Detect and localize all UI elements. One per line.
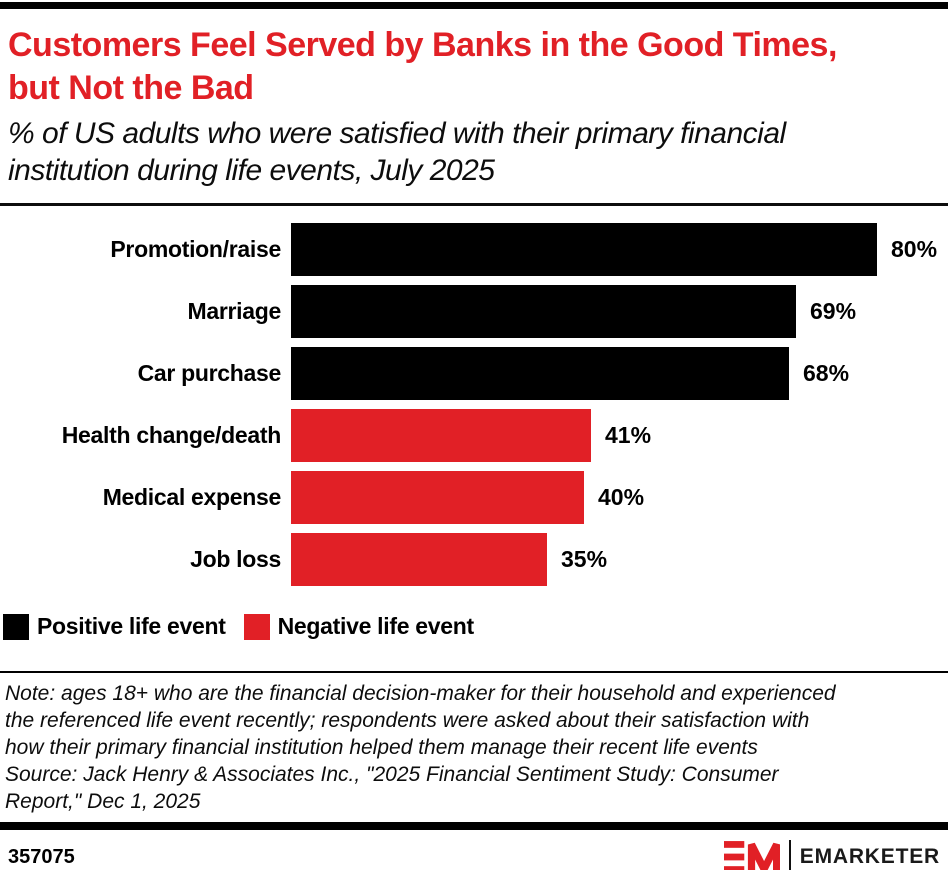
legend-label: Negative life event	[277, 613, 475, 640]
legend-item-positive: Positive life event	[3, 613, 226, 640]
bar-job-loss	[291, 533, 547, 587]
bar-health-change-death	[291, 409, 591, 463]
bar-marriage	[291, 285, 796, 339]
em-logo-icon	[723, 841, 780, 870]
bottom-accent-bar	[0, 822, 948, 831]
value-label: 69%	[810, 298, 857, 325]
chart-footer: 357075 EMARKETER	[0, 830, 948, 870]
chart-legend: Positive life event Negative life event	[3, 613, 948, 640]
value-label: 35%	[561, 546, 608, 573]
chart-header: Customers Feel Served by Banks in the Go…	[0, 9, 948, 189]
note-divider	[0, 671, 948, 674]
header-divider	[0, 203, 948, 207]
chart-row: Medical expense 40%	[0, 471, 948, 525]
top-accent-bar	[0, 2, 948, 9]
category-label: Marriage	[187, 298, 282, 325]
value-label: 68%	[803, 360, 850, 387]
negative-legend-swatch-icon	[243, 613, 270, 640]
logo-divider	[788, 840, 791, 870]
source-line: Report," Dec 1, 2025	[5, 790, 201, 814]
bar-promotion-raise	[291, 223, 877, 277]
emarketer-logo: EMARKETER	[723, 839, 940, 870]
positive-legend-swatch-icon	[3, 613, 29, 640]
note-line: how their primary financial institution …	[5, 736, 758, 760]
bar-medical-expense	[291, 471, 584, 525]
legend-item-negative: Negative life event	[243, 613, 475, 640]
chart-row: Job loss 35%	[0, 533, 948, 587]
chart-row: Car purchase 68%	[0, 347, 948, 401]
chart-row: Health change/death 41%	[0, 409, 948, 463]
category-label: Medical expense	[102, 484, 282, 511]
page-title: Customers Feel Served by Banks in the Go…	[8, 26, 837, 107]
category-label: Health change/death	[61, 422, 282, 449]
note-line: Note: ages 18+ who are the financial dec…	[5, 682, 836, 706]
value-label: 40%	[598, 484, 645, 511]
chart-row: Promotion/raise 80%	[0, 223, 948, 277]
category-label: Job loss	[190, 546, 281, 573]
value-label: 80%	[891, 236, 938, 263]
footnotes: Note: ages 18+ who are the financial dec…	[0, 673, 948, 815]
brand-wordmark: EMARKETER	[799, 845, 940, 869]
category-label: Promotion/raise	[110, 236, 281, 263]
bar-chart: Promotion/raise 80% Marriage 69% Car pur…	[0, 223, 948, 587]
chart-id: 357075	[8, 845, 75, 868]
category-label: Car purchase	[137, 360, 282, 387]
value-label: 41%	[605, 422, 652, 449]
chart-row: Marriage 69%	[0, 285, 948, 339]
source-line: Source: Jack Henry & Associates Inc., "2…	[5, 763, 779, 787]
note-line: the referenced life event recently; resp…	[5, 709, 810, 733]
bar-car-purchase	[291, 347, 789, 401]
page-subtitle: % of US adults who were satisfied with t…	[8, 117, 786, 188]
legend-label: Positive life event	[37, 613, 226, 640]
